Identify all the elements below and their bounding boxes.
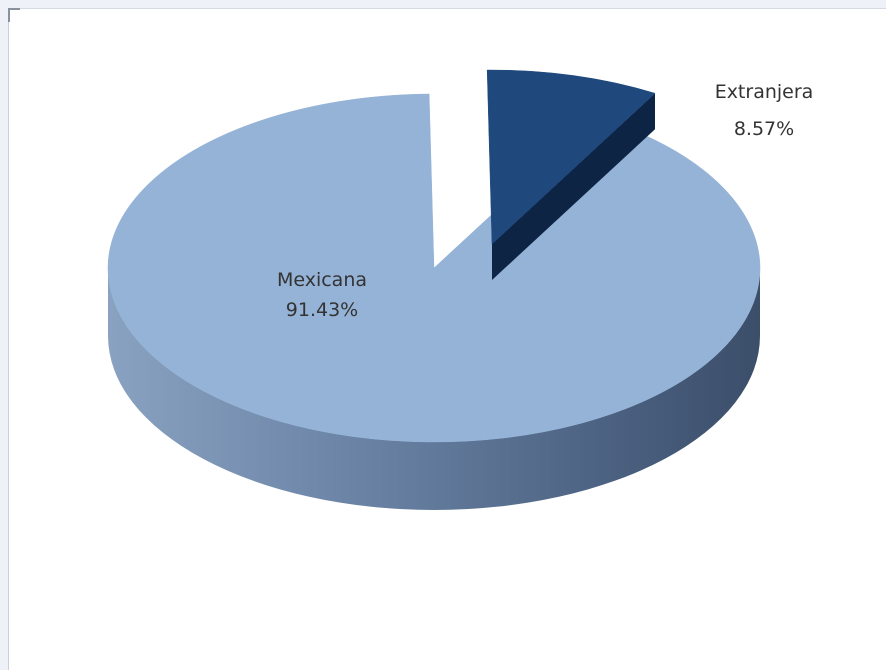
- slice-top-extranjera: [486, 69, 656, 245]
- slice-edge-extranjera: [492, 93, 655, 280]
- slice-value-mexicana: 91.43%: [286, 299, 358, 321]
- slice-side-mexicana: [108, 268, 760, 510]
- slice-value-extranjera: 8.57%: [734, 118, 794, 140]
- slice-top-mexicana: [107, 93, 761, 443]
- corner-marker: [8, 8, 20, 22]
- slice-label-extranjera: Extranjera: [715, 81, 814, 103]
- slice-label-mexicana: Mexicana: [277, 269, 367, 291]
